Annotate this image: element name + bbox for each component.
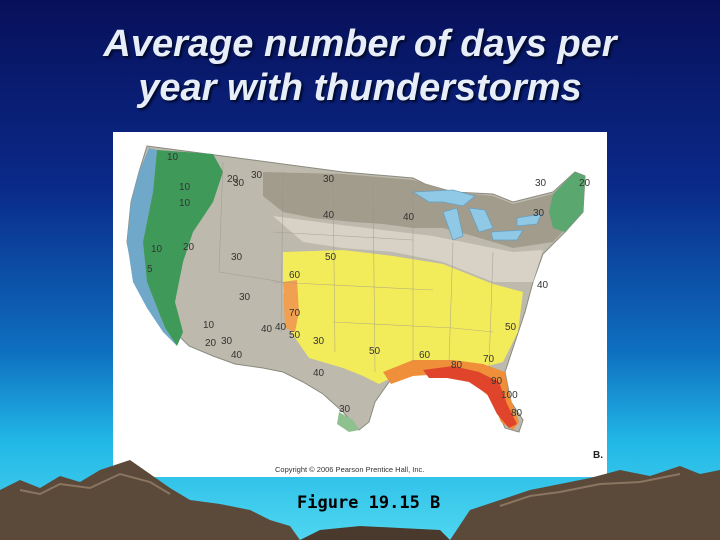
isoline-label: 50 xyxy=(325,252,337,263)
isoline-label: 30 xyxy=(313,336,325,347)
region-50-60 xyxy=(283,250,523,384)
isoline-label: 50 xyxy=(369,346,381,357)
region-lt-10 xyxy=(127,148,177,346)
isoline-label: 30 xyxy=(231,252,243,263)
great-lakes xyxy=(411,189,542,241)
isoline-label: 40 xyxy=(537,280,549,291)
isoline-label: 40 xyxy=(231,350,243,361)
isoline-label: 20 xyxy=(227,174,239,185)
isoline-label: 40 xyxy=(261,324,273,335)
isoline-label: 30 xyxy=(233,178,245,189)
isoline-label: 20 xyxy=(205,338,217,349)
isoline-label: 30 xyxy=(221,336,233,347)
isoline-label: 10 xyxy=(179,198,191,209)
isoline-label: 10 xyxy=(203,320,215,331)
isoline-label: 10 xyxy=(167,152,179,163)
isoline-label: 40 xyxy=(403,212,415,223)
figure-caption: Figure 19.15 B xyxy=(297,493,441,513)
isoline-label: 100 xyxy=(501,390,518,401)
isoline-label: 30 xyxy=(239,292,251,303)
region-30-40 xyxy=(263,172,581,248)
isoline-label: 80 xyxy=(511,408,523,419)
isoline-label: 30 xyxy=(533,208,545,219)
isoline-label: 50 xyxy=(289,330,301,341)
isoline-label: 70 xyxy=(289,308,301,319)
isoline-label: 30 xyxy=(323,174,335,185)
isoline-label: 50 xyxy=(505,322,517,333)
region-20-30-texas xyxy=(337,412,359,432)
isoline-label: 5 xyxy=(147,264,153,275)
isoline-label: 60 xyxy=(289,270,301,281)
isoline-label: 40 xyxy=(275,322,287,333)
thunderstorm-days-map: 10 10 10 20 30 30 30 40 10 5 20 30 30 10 60 50 70 50 20 30 4… xyxy=(113,132,607,477)
isoline-label: 20 xyxy=(183,242,195,253)
title-line-1: Average number of days per xyxy=(103,23,617,65)
copyright-text: Copyright © 2006 Pearson Prentice Hall, … xyxy=(275,465,425,474)
isoline-label: 40 xyxy=(323,210,335,221)
region-10-20 xyxy=(143,150,223,346)
isoline-label: 10 xyxy=(179,182,191,193)
isoline-label: 60 xyxy=(419,350,431,361)
region-10-20-northeast xyxy=(549,172,585,232)
isoline-label: 80 xyxy=(451,360,463,371)
isoline-label: 10 xyxy=(151,244,163,255)
panel-letter: B. xyxy=(593,450,603,461)
isoline-label: 20 xyxy=(579,178,591,189)
isoline-label: 30 xyxy=(535,178,547,189)
state-borders xyxy=(218,161,494,373)
mountain-silhouette xyxy=(0,460,720,540)
slide-title: Average number of days per year with thu… xyxy=(0,22,720,110)
isoline-label: 70 xyxy=(483,354,495,365)
isoline-label: 90 xyxy=(491,376,503,387)
region-40-50 xyxy=(273,216,543,282)
title-line-2: year with thunderstorms xyxy=(138,67,582,109)
region-80-plus xyxy=(423,366,517,428)
isoline-label: 30 xyxy=(251,170,263,181)
isoline-label: 30 xyxy=(339,404,351,415)
region-60-70 xyxy=(283,280,299,332)
isoline-label: 40 xyxy=(313,368,325,379)
